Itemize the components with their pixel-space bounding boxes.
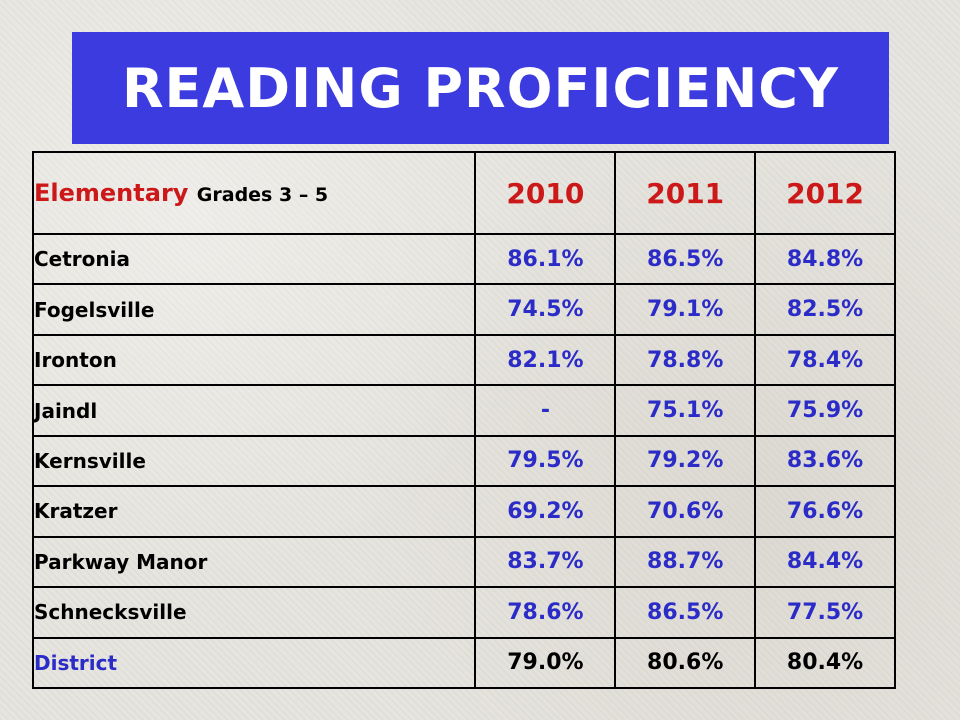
value-2010: 82.1% (474, 333, 617, 387)
district-value-2010: 79.0% (474, 636, 617, 689)
title-banner: READING PROFICIENCY (72, 32, 889, 144)
value-2010: 74.5% (474, 283, 617, 336)
value-2012: 76.6% (754, 485, 896, 538)
value-2010: 78.6% (474, 586, 617, 639)
table-row: Parkway Manor 83.7% 88.7% 84.4% (31, 535, 896, 589)
value-2011: 79.1% (614, 283, 757, 336)
table-row: Fogelsville 74.5% 79.1% 82.5% (31, 283, 896, 336)
header-year-2012: 2012 (754, 151, 896, 235)
table-header-row: Elementary Grades 3 – 5 2010 2011 2012 (31, 151, 896, 235)
school-name: Parkway Manor (31, 535, 477, 589)
value-2011: 75.1% (614, 384, 757, 437)
header-year-2010: 2010 (474, 151, 617, 235)
value-2012: 77.5% (754, 586, 896, 639)
table-row: Ironton 82.1% 78.8% 78.4% (31, 333, 896, 387)
district-value-2011: 80.6% (614, 636, 757, 689)
table-row: Kernsville 79.5% 79.2% 83.6% (31, 434, 896, 488)
value-2012: 84.4% (754, 535, 896, 589)
school-name: Schnecksville (31, 586, 477, 639)
value-2010: 69.2% (474, 485, 617, 538)
header-label-main: Elementary (34, 179, 189, 207)
school-name: Fogelsville (31, 283, 477, 336)
value-2011: 79.2% (614, 434, 757, 488)
district-row: District 79.0% 80.6% 80.4% (31, 636, 896, 689)
value-2011: 88.7% (614, 535, 757, 589)
value-2012: 83.6% (754, 434, 896, 488)
school-name: Ironton (31, 333, 477, 387)
value-2011: 70.6% (614, 485, 757, 538)
header-year-2011: 2011 (614, 151, 757, 235)
school-name: Jaindl (31, 384, 477, 437)
school-name: Cetronia (31, 232, 477, 286)
value-2011: 86.5% (614, 232, 757, 286)
value-2010: 83.7% (474, 535, 617, 589)
district-name: District (31, 636, 477, 689)
reading-proficiency-table: Elementary Grades 3 – 5 2010 2011 2012 C… (31, 151, 896, 689)
value-2012: 82.5% (754, 283, 896, 336)
value-2010: 79.5% (474, 434, 617, 488)
school-name: Kernsville (31, 434, 477, 488)
value-2012: 84.8% (754, 232, 896, 286)
table-row: Schnecksville 78.6% 86.5% 77.5% (31, 586, 896, 639)
value-2012: 75.9% (754, 384, 896, 437)
district-value-2012: 80.4% (754, 636, 896, 689)
table-row: Kratzer 69.2% 70.6% 76.6% (31, 485, 896, 538)
value-2011: 86.5% (614, 586, 757, 639)
table-row: Cetronia 86.1% 86.5% 84.8% (31, 232, 896, 286)
value-2012: 78.4% (754, 333, 896, 387)
header-label: Elementary Grades 3 – 5 (31, 151, 477, 235)
page-title: READING PROFICIENCY (121, 56, 840, 120)
value-2010: 86.1% (474, 232, 617, 286)
school-name: Kratzer (31, 485, 477, 538)
value-2010: - (474, 384, 617, 437)
value-2011: 78.8% (614, 333, 757, 387)
table-row: Jaindl - 75.1% 75.9% (31, 384, 896, 437)
header-label-sub: Grades 3 – 5 (196, 184, 329, 206)
